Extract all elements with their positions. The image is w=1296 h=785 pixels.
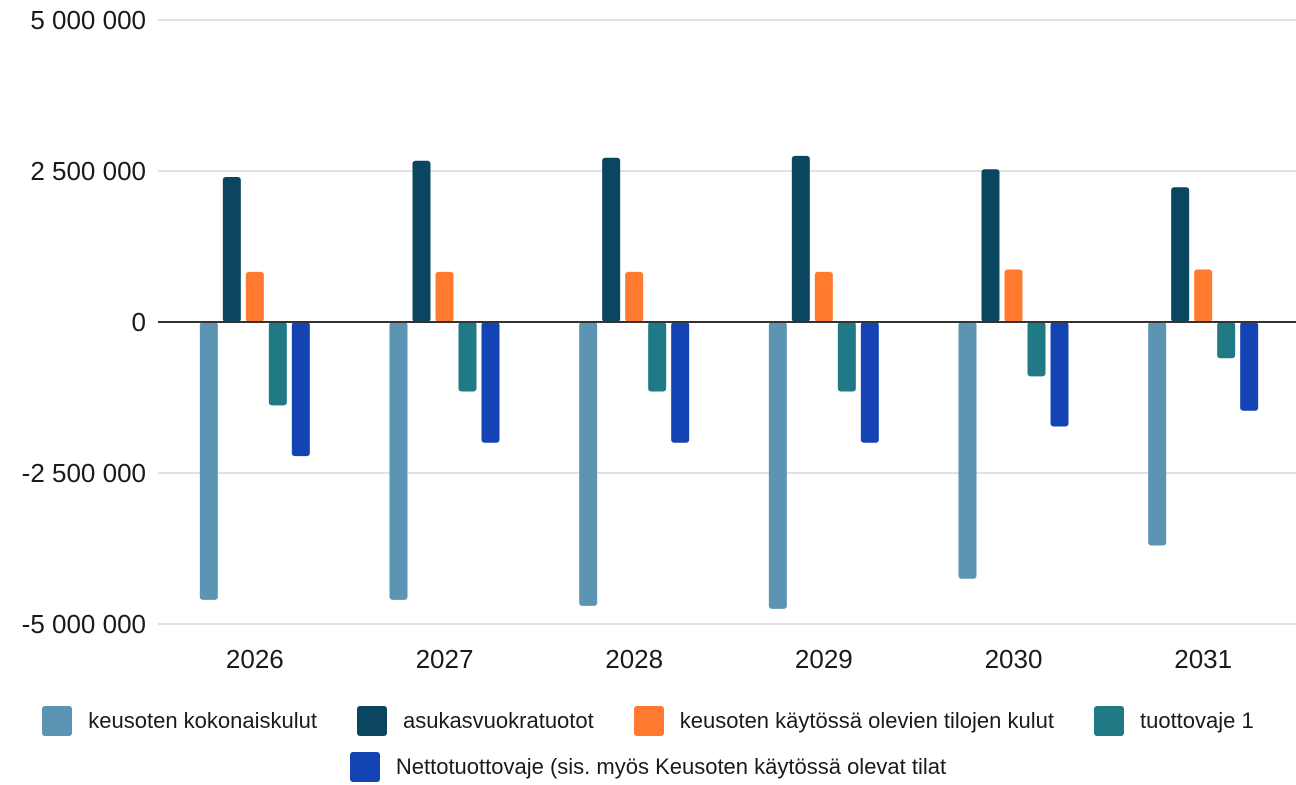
legend-item-series-4: tuottovaje 1 <box>1093 706 1254 736</box>
bar-5-2026 <box>291 322 310 457</box>
bar-3-2027 <box>435 271 454 322</box>
legend-label-4: tuottovaje 1 <box>1139 708 1254 733</box>
y-tick-label: 0 <box>132 307 146 337</box>
bar-5-2029 <box>860 322 879 443</box>
bar-1-2029 <box>768 322 787 609</box>
x-axis-labels: 2026 2027 2028 2029 2030 2031 <box>226 644 1232 674</box>
y-tick-label: 5 000 000 <box>30 5 146 35</box>
x-tick-label: 2028 <box>605 644 663 674</box>
bar-2-2028 <box>602 157 621 322</box>
legend-swatch-3 <box>633 706 664 736</box>
bar-3-2026 <box>245 271 264 322</box>
bar-2-2026 <box>222 177 241 322</box>
legend-label-5: Nettotuottovaje (sis. myös Keusoten käyt… <box>395 754 947 779</box>
legend-swatch-4 <box>1093 706 1124 736</box>
y-axis-labels: 5 000 000 2 500 000 0 -2 500 000 -5 000 000 <box>22 5 146 639</box>
legend-item-series-1: keusoten kokonaiskulut <box>42 706 317 736</box>
y-tick-label: -2 500 000 <box>22 458 146 488</box>
legend-label-3: keusoten käytössä olevien tilojen kulut <box>679 708 1054 733</box>
legend-label-1: keusoten kokonaiskulut <box>88 708 317 733</box>
x-tick-label: 2026 <box>226 644 284 674</box>
bar-4-2026 <box>268 322 287 406</box>
x-tick-label: 2031 <box>1174 644 1232 674</box>
bar-2-2029 <box>791 155 810 322</box>
legend-row-2: Nettotuottovaje (sis. myös Keusoten käyt… <box>0 752 1296 782</box>
y-tick-label: -5 000 000 <box>22 609 146 639</box>
bar-1-2028 <box>579 322 598 606</box>
x-tick-label: 2027 <box>416 644 474 674</box>
bar-5-2027 <box>481 322 500 443</box>
legend-swatch-1 <box>42 706 73 736</box>
bar-2-2027 <box>412 160 431 322</box>
x-tick-label: 2030 <box>985 644 1043 674</box>
bars <box>199 155 1259 609</box>
legend-row-1: keusoten kokonaiskulut asukasvuokratuoto… <box>0 706 1296 736</box>
bar-3-2031 <box>1194 269 1213 322</box>
bar-1-2031 <box>1148 322 1167 546</box>
bar-5-2030 <box>1050 322 1069 427</box>
bar-4-2028 <box>648 322 667 392</box>
y-tick-label: 2 500 000 <box>30 156 146 186</box>
bar-2-2031 <box>1171 187 1190 322</box>
bar-4-2027 <box>458 322 477 392</box>
legend-item-series-2: asukasvuokratuotot <box>356 706 594 736</box>
legend-swatch-5 <box>349 752 380 782</box>
bar-2-2030 <box>981 169 1000 322</box>
x-tick-label: 2029 <box>795 644 853 674</box>
legend-item-series-3: keusoten käytössä olevien tilojen kulut <box>633 706 1054 736</box>
bar-4-2031 <box>1217 322 1236 359</box>
bar-4-2029 <box>837 322 856 392</box>
bar-3-2029 <box>814 271 833 322</box>
bar-5-2031 <box>1240 322 1259 411</box>
bar-4-2030 <box>1027 322 1046 377</box>
bar-1-2027 <box>389 322 408 600</box>
bar-1-2030 <box>958 322 977 579</box>
legend-item-series-5: Nettotuottovaje (sis. myös Keusoten käyt… <box>349 752 947 782</box>
bar-5-2028 <box>671 322 690 443</box>
legend-label-2: asukasvuokratuotot <box>402 708 594 733</box>
bar-1-2026 <box>199 322 218 600</box>
gridlines <box>158 19 1296 625</box>
bar-3-2030 <box>1004 269 1023 322</box>
legend-swatch-2 <box>356 706 387 736</box>
bar-3-2028 <box>625 271 644 322</box>
